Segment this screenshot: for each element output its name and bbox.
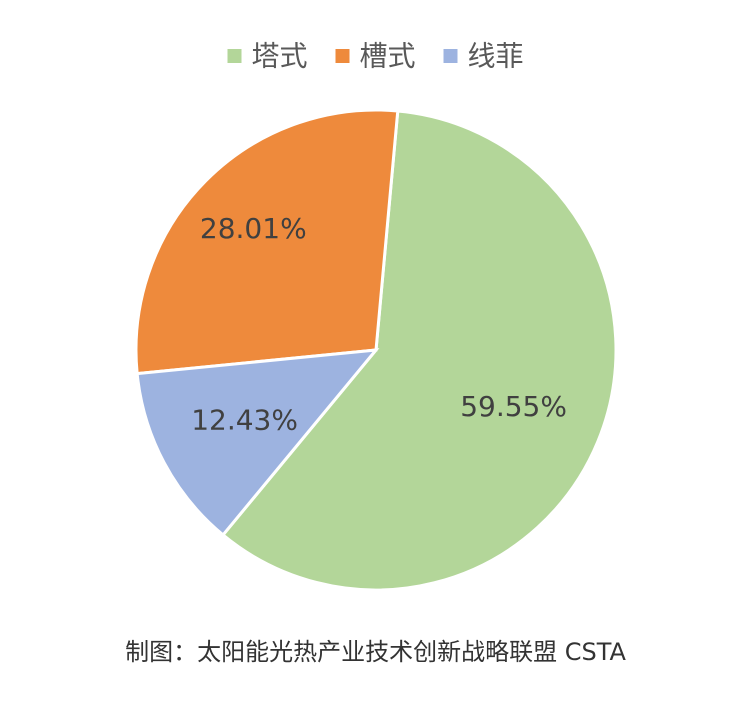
pie-slice-3 bbox=[135, 348, 380, 538]
legend-swatch-2 bbox=[335, 49, 350, 63]
data-label-2: 28.01% bbox=[200, 212, 307, 245]
legend: 塔式 槽式 线菲 bbox=[227, 40, 524, 73]
chart-source-caption: 制图：太阳能光热产业技术创新战略联盟 CSTA bbox=[125, 638, 626, 666]
pie-data-labels: 59.55% 28.01% 12.43% bbox=[191, 212, 567, 437]
data-label-1: 59.55% bbox=[460, 390, 567, 423]
legend-swatch-1 bbox=[227, 49, 242, 63]
legend-label-2: 槽式 bbox=[360, 40, 416, 73]
pie-slice-1 bbox=[220, 109, 618, 592]
pie-slices bbox=[134, 108, 618, 592]
legend-swatch-3 bbox=[443, 49, 458, 63]
legend-item-1: 塔式 bbox=[227, 40, 308, 73]
pie-slice-2 bbox=[134, 108, 400, 376]
legend-label-3: 线菲 bbox=[468, 40, 524, 73]
legend-label-1: 塔式 bbox=[252, 40, 308, 73]
data-label-3: 12.43% bbox=[191, 403, 298, 436]
legend-item-3: 线菲 bbox=[443, 40, 524, 73]
legend-item-2: 槽式 bbox=[335, 40, 416, 73]
